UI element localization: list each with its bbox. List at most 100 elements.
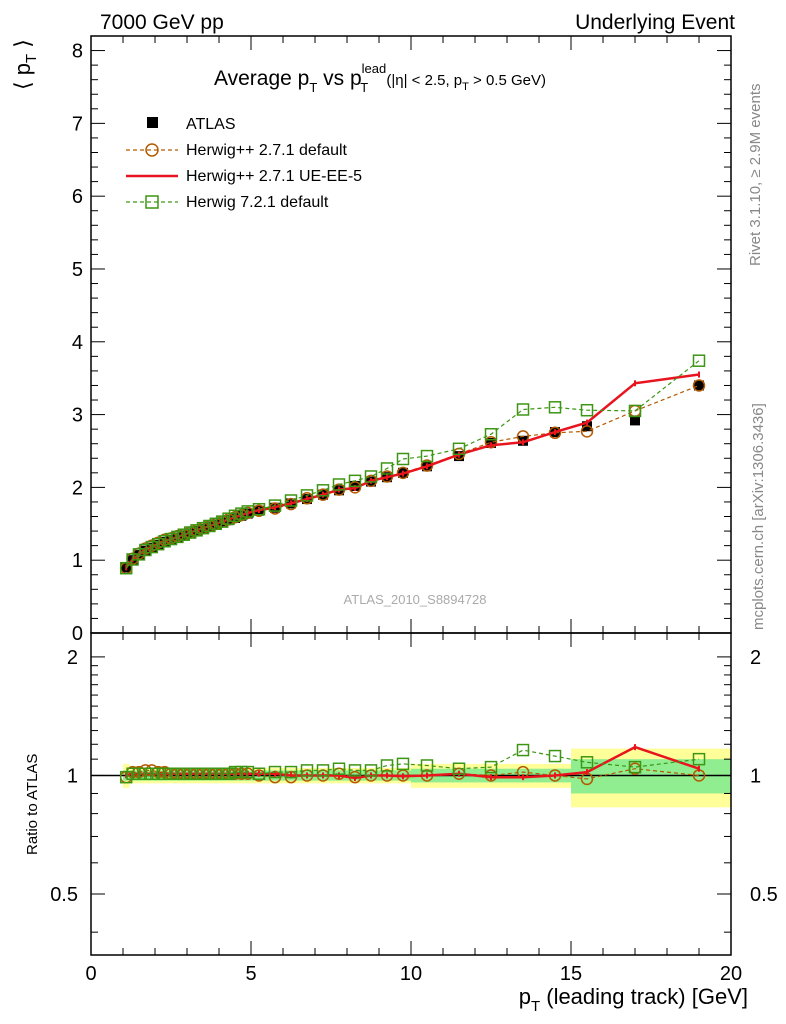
title-sub2: T [360,80,368,95]
x-axis-title-rest: (leading track) [GeV] [540,984,748,1009]
main-herwig-7-2-1-default-point-5 [151,537,165,551]
ratio-herwig-7-2-1-default-point-30 [420,759,434,772]
header-right: Underlying Event [575,11,735,34]
ratio-herwig-7-2-1-default-point-32 [484,760,498,774]
x-tick-label-1: 5 [245,963,256,985]
main-herwig-7-2-1-default-point-30 [420,449,434,463]
main-herwig-7-2-1-default-point-18 [235,507,248,520]
legend-marker-atlas [147,117,158,128]
main-y-tick-label-8: 8 [72,41,83,63]
ratio-herwig-7-2-1-default-point-21 [268,765,282,779]
main-y-tick-label-5: 5 [72,259,83,281]
ratio-herwig-7-2-1-default-point-28 [380,759,394,772]
main-herwig-7-2-1-default-point-13 [203,519,216,533]
main-herwig-7-2-1-default-point-33 [516,403,530,416]
main-herwig-7-2-1-default-point-36 [628,404,642,418]
header-left: 7000 GeV pp [100,11,224,34]
y-axis-title: ⟨ pT ⟩ [10,39,40,90]
title-sup: lead [362,61,387,76]
main-y-tick-label-7: 7 [72,113,83,135]
main-herwig-7-2-1-default-point-3 [139,543,152,557]
analysis-watermark: ATLAS_2010_S8894728 [344,592,487,607]
ratio-herwig-7-2-1-default-point-31 [452,762,466,775]
ratio-herwig-7-2-1-default-point-13 [203,767,216,780]
title-cond-b: > 0.5 GeV) [469,72,546,89]
ratio-herwig-7-2-1-default-point-11 [190,767,203,780]
legend-label-herwigpp-ueee5: Herwig++ 2.7.1 UE-EE-5 [186,168,362,185]
ratio-herwig-7-2-1-default-point-18 [235,765,248,779]
mcplots-label: mcplots.cern.ch [arXiv:1306.3436] [750,403,767,630]
ratio-herwig-7-2-1-default-point-7 [164,767,178,780]
main-herwig-7-2-1-default-point-26 [348,474,362,488]
title-cond-sub: T [462,81,469,93]
main-herwig-7-2-1-default-point-23 [300,489,314,502]
ratio-herwig-7-2-1-default-point-2 [132,767,146,780]
ratio-herwig-7-2-1-default-point-0 [119,770,133,784]
x-axis-title-p: p [519,984,531,1009]
ratio-tick-label-left-0: 0.5 [50,884,78,906]
main-herwig-7-2-1-default-point-12 [196,521,210,535]
ratio-herwig-7-2-1-default-point-37 [692,752,706,766]
main-y-tick-label-6: 6 [72,186,83,208]
ratio-herwig-7-2-1-default-point-10 [183,767,197,780]
x-tick-label-2: 10 [400,963,422,985]
main-herwig-7-2-1-default-point-17 [228,509,242,523]
main-herwig-7-2-1-default-point-14 [209,517,223,531]
ratio-herwig-7-2-1-default-point-36 [628,760,642,774]
main-y-tick-label-4: 4 [72,332,83,354]
legend-label-herwig7-default: Herwig 7.2.1 default [186,194,329,211]
ratio-band-inner-3 [571,759,731,794]
main-herwig-7-2-1-default-point-16 [222,512,235,525]
x-axis-title-sub: T [531,998,540,1015]
main-herwig-7-2-1-default-point-21 [268,499,282,512]
chart-title: Average pT vs plead T (|η| < 2.5, pT > 0.… [214,61,546,95]
main-y-tick-label-2: 2 [72,477,83,499]
main-herwig-7-2-1-default-point-4 [145,540,159,554]
main-herwig-7-2-1-default-point-7 [164,532,178,546]
ratio-y-ticks: 0.5 0.5 1 1 2 2 [50,647,778,933]
main-herwig-7-2-1-default-point-28 [380,462,394,475]
main-atlas-point-37 [694,380,704,391]
ratio-herwig-7-2-1-default-point-14 [209,767,223,780]
ratio-herwig-7-2-1-default-point-3 [139,767,152,780]
legend-marker-herwigpp-default [145,143,159,157]
ratio-herwig-7-2-1-default-point-20 [252,767,266,780]
y-axis-title-close: ⟩ [10,39,35,54]
main-herwig-7-2-1-default-point-0 [119,561,133,575]
ratio-herwig-7-2-1-default-point-9 [177,767,191,780]
y-axis-title-open: ⟨ p [10,63,35,90]
ratio-herwig-7-2-1-default-point-33 [516,743,530,757]
main-plot [119,354,706,575]
main-herwig-7-2-1-default-point-9 [177,528,191,541]
ratio-herwig-7-2-1-default-point-8 [171,767,184,780]
main-herwig-7-2-1-default-point-20 [252,502,266,516]
main-herwig-7-2-1-default-point-31 [452,442,466,456]
title-sub1: T [309,80,317,95]
main-herwig-7-2-1-default-point-6 [158,535,171,548]
main-herwig-7-2-1-default-point-35 [580,403,594,417]
main-herwig-7-2-1-default-point-22 [284,494,298,507]
legend-label-atlas: ATLAS [186,116,236,133]
ratio-herwig-7-2-1-default-point-29 [396,757,410,771]
main-herwig-7-2-1-default-point-15 [215,515,229,528]
title-main: Average p [214,67,309,90]
x-tick-label-3: 15 [560,963,582,985]
ratio-tick-label-left-1: 1 [67,765,78,787]
x-tick-label-4: 20 [720,963,742,985]
ratio-tick-label-left-2: 2 [67,647,78,669]
main-herwig-7-2-1-default-point-29 [396,452,410,466]
ratio-plot [91,743,731,808]
ratio-herwig-7-2-1-default-point-22 [284,765,298,779]
main-herwig-2-7-1-default-point-37 [692,379,706,392]
ratio-tick-label-right-2: 2 [750,647,761,669]
main-herwig-2-7-1-ue-ee-5-line [125,373,700,569]
ratio-herwig-7-2-1-default-point-27 [364,764,378,777]
ratio-herwig-7-2-1-default-point-16 [222,767,235,780]
x-tick-label-0: 0 [85,963,96,985]
main-herwig-7-2-1-default-point-27 [364,470,378,483]
main-y-tick-label-1: 1 [72,550,83,572]
main-y-tick-label-0: 0 [72,623,83,645]
ratio-herwig-7-2-1-default-point-17 [228,765,242,779]
x-ticks: 0 5 10 15 20 [85,36,742,985]
